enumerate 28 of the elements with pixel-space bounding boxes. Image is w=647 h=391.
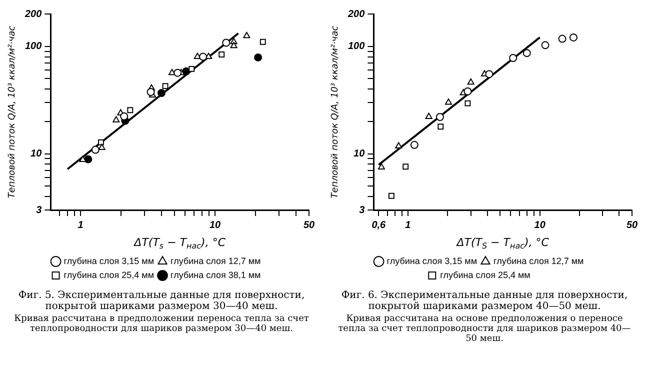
x-tick-label: 50 <box>626 220 638 231</box>
x-tick-label: 1 <box>78 220 84 231</box>
text: Фиг. 6. Экспериментальные данные для поверхности, покрытой шариками размером 40—50 меш. <box>340 290 629 312</box>
x-tick-label: 1 <box>405 220 412 231</box>
legend-label: глубина слоя 3,15 мм <box>64 256 154 266</box>
y-axis-title: Тепловой поток Q/A, 10³ ккал/м²·час <box>7 26 18 198</box>
y-tick-label: 100 <box>348 41 366 52</box>
x-tick-label: 10 <box>534 220 546 231</box>
y-axis-title: Тепловой поток Q/A, 10³ ккал/м²·час <box>330 26 340 198</box>
y-tick-label: 10 <box>354 148 366 160</box>
text: Кривая рассчитана в предположении переноса тепла за счет теплопроводности для шариков размером 30—40 меш. <box>13 314 310 334</box>
legend-label: глубина слоя 38,1 мм <box>170 270 261 280</box>
y-tick-label: 100 <box>24 41 42 52</box>
y-tick-label: 10 <box>30 148 42 160</box>
text: Кривая рассчитана на основе предположения о переносе тепла за счет теплопроводности для шариков размером 40—50 меш. <box>337 314 632 344</box>
legend-label: глубина слоя 3,15 мм <box>386 256 478 266</box>
legend-label: глубина слоя 25,4 мм <box>440 270 530 280</box>
x-tick-label: 50 <box>303 220 315 231</box>
legend-label: глубина слоя 12,7 мм <box>494 256 584 266</box>
text: Фиг. 5. Экспериментальные данные для поверхности, покрытой шариками размером 30—40 меш. <box>17 290 306 312</box>
y-tick-label: 200 <box>346 8 366 20</box>
y-tick-label: 3 <box>359 204 366 216</box>
y-tick-label: 200 <box>24 8 42 20</box>
legend-label: глубина слоя 25,4 мм <box>64 270 154 280</box>
x-tick-label: 10 <box>209 220 221 231</box>
legend-label: глубина слоя 12,7 мм <box>170 256 261 266</box>
y-tick-label: 3 <box>36 204 42 216</box>
x-tick-label: 0,6 <box>372 220 386 231</box>
